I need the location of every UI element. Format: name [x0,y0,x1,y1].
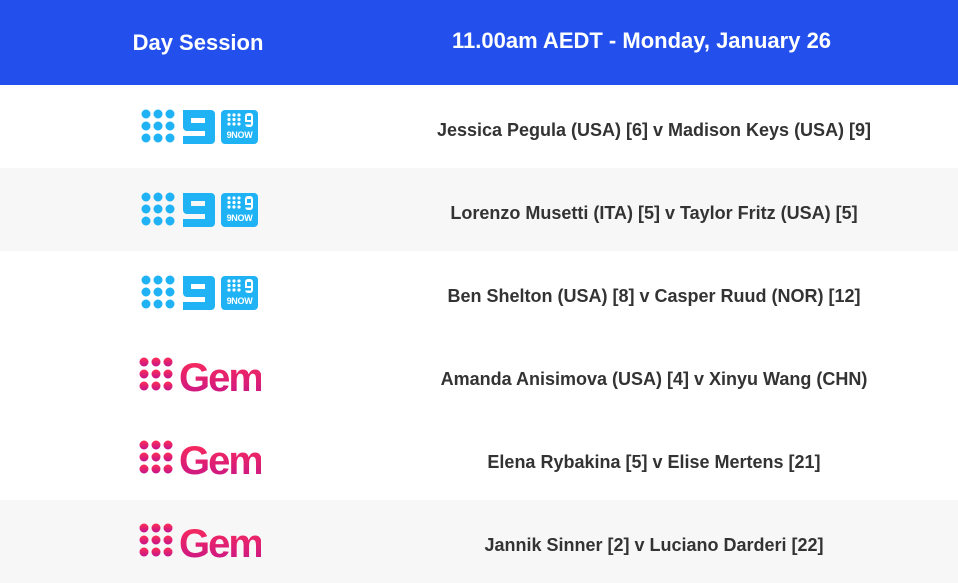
schedule-header: Day Session 11.00am AEDT - Monday, Janua… [0,0,958,85]
channel-name: Gem [179,522,261,562]
channel-name: Gem [179,439,261,479]
gem-logo: Gem [0,439,400,479]
channel-name: 9Now [226,129,253,140]
channel-name: 9Now [226,295,253,306]
match-title: Amanda Anisimova (USA) [4] v Xinyu Wang … [440,369,868,389]
channel-name: Gem [179,356,261,396]
match-title: Lorenzo Musetti (ITA) [5] v Taylor Fritz… [450,203,858,223]
match-list: 9Now Jessica Pegula (USA) [6] v Madison … [0,85,958,583]
match-row: 9Now Ben Shelton (USA) [8] v Casper Ruud… [0,251,958,334]
match-row: Gem Amanda Anisimova (USA) [4] v Xinyu W… [0,334,958,417]
nine-now-logo: 9Now [0,108,400,146]
match-row: Gem Jannik Sinner [2] v Luciano Darderi … [0,500,958,583]
session-time: 11.00am AEDT - Monday, January 26 [452,27,832,53]
match-row: 9Now Lorenzo Musetti (ITA) [5] v Taylor … [0,168,958,251]
match-title: Ben Shelton (USA) [8] v Casper Ruud (NOR… [447,286,861,306]
nine-now-logo: 9Now [0,274,400,312]
match-title: Elena Rybakina [5] v Elise Mertens [21] [487,452,821,472]
match-row: 9Now Jessica Pegula (USA) [6] v Madison … [0,85,958,168]
match-title: Jannik Sinner [2] v Luciano Darderi [22] [484,535,824,555]
nine-now-logo: 9Now [0,191,400,229]
gem-logo: Gem [0,522,400,562]
match-row: Gem Elena Rybakina [5] v Elise Mertens [… [0,417,958,500]
session-title: Day Session [132,29,264,55]
channel-name: 9Now [226,212,253,223]
match-title: Jessica Pegula (USA) [6] v Madison Keys … [436,120,872,140]
gem-logo: Gem [0,356,400,396]
